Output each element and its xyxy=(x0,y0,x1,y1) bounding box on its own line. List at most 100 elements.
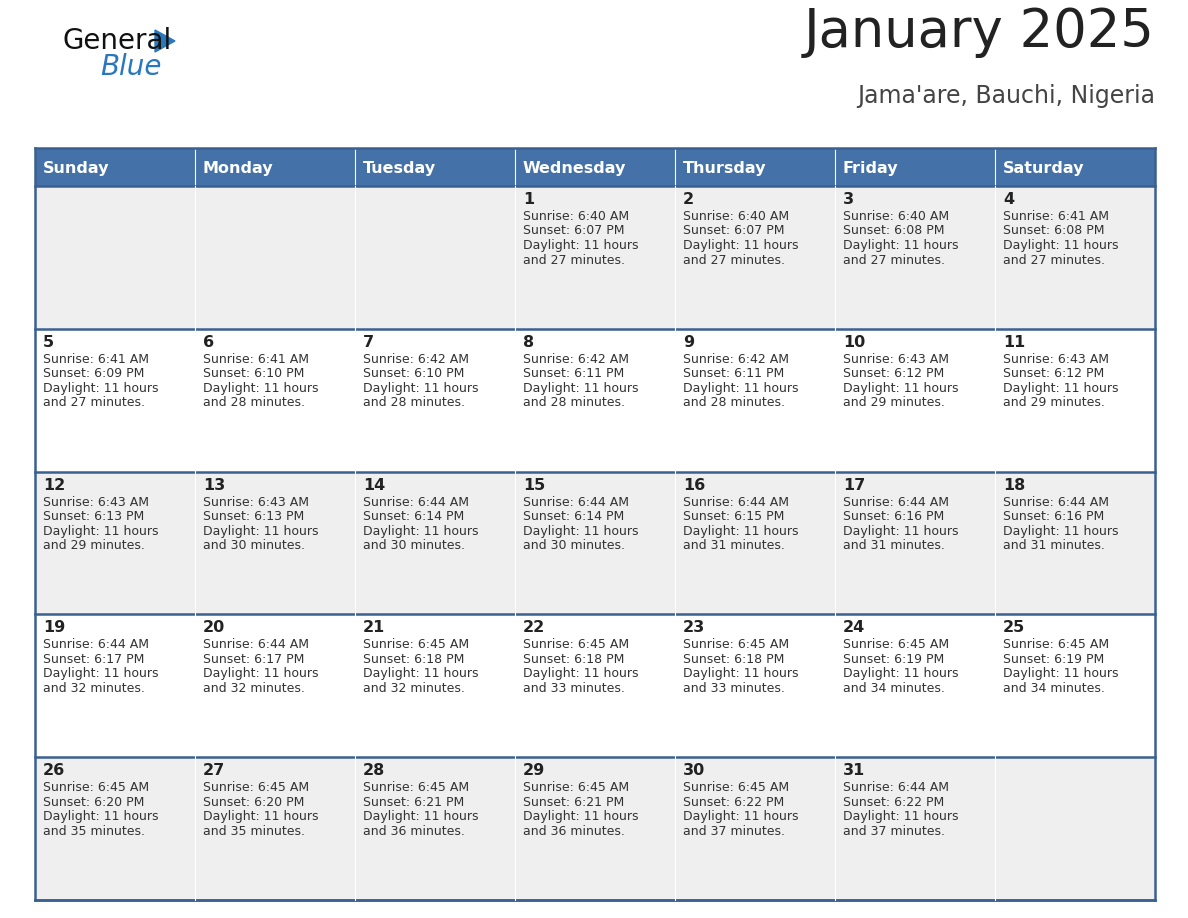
Text: Sunrise: 6:44 AM: Sunrise: 6:44 AM xyxy=(683,496,789,509)
Text: Sunset: 6:22 PM: Sunset: 6:22 PM xyxy=(683,796,784,809)
Text: and 27 minutes.: and 27 minutes. xyxy=(523,253,625,266)
Text: Sunrise: 6:45 AM: Sunrise: 6:45 AM xyxy=(843,638,949,652)
Bar xyxy=(675,757,835,900)
Text: Sunset: 6:12 PM: Sunset: 6:12 PM xyxy=(1003,367,1105,380)
Bar xyxy=(195,614,355,757)
Bar xyxy=(355,186,516,329)
Text: 15: 15 xyxy=(523,477,545,493)
Text: and 31 minutes.: and 31 minutes. xyxy=(1003,539,1105,552)
Bar xyxy=(355,472,516,614)
Text: 30: 30 xyxy=(683,763,706,778)
Bar xyxy=(195,757,355,900)
Text: Sunset: 6:08 PM: Sunset: 6:08 PM xyxy=(1003,225,1105,238)
Text: and 35 minutes.: and 35 minutes. xyxy=(43,824,145,838)
Text: Sunrise: 6:43 AM: Sunrise: 6:43 AM xyxy=(43,496,148,509)
Text: Daylight: 11 hours: Daylight: 11 hours xyxy=(523,667,638,680)
Text: Jama'are, Bauchi, Nigeria: Jama'are, Bauchi, Nigeria xyxy=(857,84,1155,108)
Bar xyxy=(835,148,996,186)
Bar xyxy=(675,614,835,757)
Text: Daylight: 11 hours: Daylight: 11 hours xyxy=(683,524,798,538)
Text: and 29 minutes.: and 29 minutes. xyxy=(43,539,145,552)
Text: Sunset: 6:11 PM: Sunset: 6:11 PM xyxy=(523,367,624,380)
Text: Daylight: 11 hours: Daylight: 11 hours xyxy=(43,524,158,538)
Text: Daylight: 11 hours: Daylight: 11 hours xyxy=(43,382,158,395)
Bar xyxy=(34,614,195,757)
Text: 5: 5 xyxy=(43,335,55,350)
Text: Sunrise: 6:42 AM: Sunrise: 6:42 AM xyxy=(683,353,789,365)
Text: Daylight: 11 hours: Daylight: 11 hours xyxy=(1003,524,1118,538)
Polygon shape xyxy=(154,30,175,52)
Bar xyxy=(195,186,355,329)
Text: Sunrise: 6:40 AM: Sunrise: 6:40 AM xyxy=(683,210,789,223)
Text: 4: 4 xyxy=(1003,192,1015,207)
Text: Sunset: 6:07 PM: Sunset: 6:07 PM xyxy=(523,225,625,238)
Bar xyxy=(516,614,675,757)
Text: Sunset: 6:19 PM: Sunset: 6:19 PM xyxy=(1003,653,1105,666)
Text: Sunrise: 6:44 AM: Sunrise: 6:44 AM xyxy=(203,638,309,652)
Bar xyxy=(34,472,195,614)
Text: 8: 8 xyxy=(523,335,535,350)
Text: Sunset: 6:17 PM: Sunset: 6:17 PM xyxy=(43,653,145,666)
Text: Sunrise: 6:44 AM: Sunrise: 6:44 AM xyxy=(43,638,148,652)
Text: Sunset: 6:10 PM: Sunset: 6:10 PM xyxy=(364,367,465,380)
Text: Sunrise: 6:45 AM: Sunrise: 6:45 AM xyxy=(1003,638,1110,652)
Bar xyxy=(996,329,1155,472)
Text: Daylight: 11 hours: Daylight: 11 hours xyxy=(843,667,959,680)
Text: Sunset: 6:21 PM: Sunset: 6:21 PM xyxy=(364,796,465,809)
Text: 7: 7 xyxy=(364,335,374,350)
Text: Daylight: 11 hours: Daylight: 11 hours xyxy=(683,382,798,395)
Text: and 33 minutes.: and 33 minutes. xyxy=(523,682,625,695)
Text: and 29 minutes.: and 29 minutes. xyxy=(1003,397,1105,409)
Text: 14: 14 xyxy=(364,477,385,493)
Bar xyxy=(996,757,1155,900)
Text: and 36 minutes.: and 36 minutes. xyxy=(364,824,465,838)
Text: 23: 23 xyxy=(683,621,706,635)
Text: General: General xyxy=(62,27,171,55)
Text: 19: 19 xyxy=(43,621,65,635)
Text: Sunset: 6:14 PM: Sunset: 6:14 PM xyxy=(364,510,465,523)
Text: and 30 minutes.: and 30 minutes. xyxy=(203,539,305,552)
Text: Sunset: 6:17 PM: Sunset: 6:17 PM xyxy=(203,653,304,666)
Text: Daylight: 11 hours: Daylight: 11 hours xyxy=(1003,239,1118,252)
Text: 25: 25 xyxy=(1003,621,1025,635)
Text: Thursday: Thursday xyxy=(683,161,766,175)
Text: Sunset: 6:10 PM: Sunset: 6:10 PM xyxy=(203,367,304,380)
Text: Sunrise: 6:41 AM: Sunrise: 6:41 AM xyxy=(43,353,148,365)
Text: Sunrise: 6:45 AM: Sunrise: 6:45 AM xyxy=(523,781,630,794)
Text: 6: 6 xyxy=(203,335,214,350)
Bar xyxy=(355,614,516,757)
Text: Daylight: 11 hours: Daylight: 11 hours xyxy=(523,524,638,538)
Bar xyxy=(516,757,675,900)
Bar xyxy=(355,757,516,900)
Text: Daylight: 11 hours: Daylight: 11 hours xyxy=(364,382,479,395)
Text: and 27 minutes.: and 27 minutes. xyxy=(683,253,785,266)
Text: 21: 21 xyxy=(364,621,385,635)
Text: and 36 minutes.: and 36 minutes. xyxy=(523,824,625,838)
Bar xyxy=(835,186,996,329)
Bar xyxy=(355,148,516,186)
Text: Saturday: Saturday xyxy=(1003,161,1085,175)
Text: and 27 minutes.: and 27 minutes. xyxy=(1003,253,1105,266)
Bar xyxy=(675,329,835,472)
Text: Daylight: 11 hours: Daylight: 11 hours xyxy=(843,382,959,395)
Text: and 32 minutes.: and 32 minutes. xyxy=(364,682,465,695)
Text: Sunset: 6:20 PM: Sunset: 6:20 PM xyxy=(203,796,304,809)
Text: Sunrise: 6:44 AM: Sunrise: 6:44 AM xyxy=(1003,496,1110,509)
Text: Sunset: 6:15 PM: Sunset: 6:15 PM xyxy=(683,510,784,523)
Text: 24: 24 xyxy=(843,621,865,635)
Text: and 28 minutes.: and 28 minutes. xyxy=(683,397,785,409)
Bar xyxy=(516,329,675,472)
Text: and 27 minutes.: and 27 minutes. xyxy=(43,397,145,409)
Bar xyxy=(34,757,195,900)
Text: Sunset: 6:12 PM: Sunset: 6:12 PM xyxy=(843,367,944,380)
Text: Monday: Monday xyxy=(203,161,273,175)
Text: Blue: Blue xyxy=(100,53,162,81)
Text: 17: 17 xyxy=(843,477,865,493)
Text: 3: 3 xyxy=(843,192,854,207)
Text: Sunrise: 6:43 AM: Sunrise: 6:43 AM xyxy=(843,353,949,365)
Bar xyxy=(34,186,195,329)
Bar xyxy=(996,472,1155,614)
Text: Sunset: 6:14 PM: Sunset: 6:14 PM xyxy=(523,510,624,523)
Bar xyxy=(996,148,1155,186)
Text: Sunset: 6:18 PM: Sunset: 6:18 PM xyxy=(523,653,625,666)
